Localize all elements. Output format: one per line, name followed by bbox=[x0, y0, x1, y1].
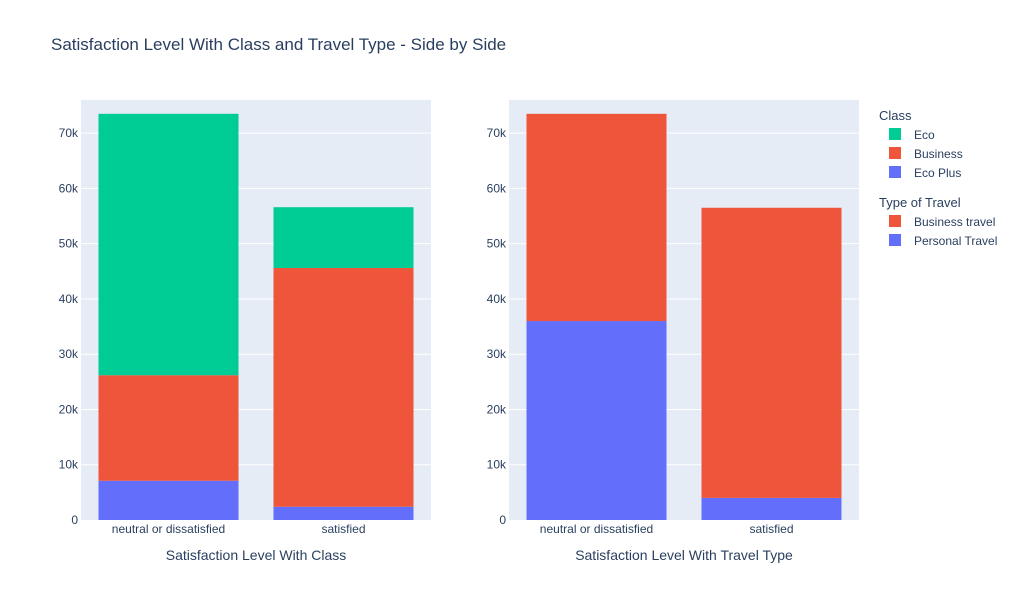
legend-label: Business bbox=[914, 147, 963, 161]
x-tick-label: neutral or dissatisfied bbox=[112, 522, 225, 536]
legend-label: Eco Plus bbox=[914, 166, 961, 180]
y-tick-label: 0 bbox=[499, 513, 506, 527]
bar-eco[interactable] bbox=[273, 207, 414, 268]
y-tick-label: 50k bbox=[487, 237, 507, 251]
y-tick-label: 70k bbox=[59, 126, 79, 140]
x-tick-label: neutral or dissatisfied bbox=[540, 522, 653, 536]
bar-business-travel[interactable] bbox=[701, 207, 842, 498]
y-tick-label: 60k bbox=[59, 181, 79, 195]
bar-business-travel[interactable] bbox=[526, 113, 667, 322]
chart-panels: 0 10k 20k 30k 40k 50k 60k 70k neutral or dissati… bbox=[59, 100, 859, 563]
legend-label: Business travel bbox=[914, 215, 995, 229]
legend-item[interactable]: Business travel bbox=[889, 215, 995, 229]
bar-business[interactable] bbox=[98, 375, 239, 481]
y-tick-label: 20k bbox=[59, 402, 79, 416]
legend-swatch bbox=[889, 234, 901, 246]
chart-panel-2: 0 10k 20k 30k 40k 50k 60k 70k neutral or dissati… bbox=[487, 100, 859, 563]
bar-personal-travel[interactable] bbox=[701, 497, 842, 520]
legend-title: Type of Travel bbox=[879, 195, 961, 210]
legend-item[interactable]: Personal Travel bbox=[889, 234, 997, 248]
y-tick-label: 10k bbox=[59, 458, 79, 472]
x-tick-label: satisfied bbox=[321, 522, 365, 536]
legend-item[interactable]: Eco bbox=[889, 128, 935, 142]
legend-item[interactable]: Business bbox=[889, 147, 963, 161]
chart-title: Satisfaction Level With Class and Travel… bbox=[51, 35, 506, 54]
x-axis-title: Satisfaction Level With Travel Type bbox=[575, 547, 793, 563]
bar-business[interactable] bbox=[273, 268, 414, 507]
chart-panel-1: 0 10k 20k 30k 40k 50k 60k 70k neutral or dissati… bbox=[59, 100, 431, 563]
legend-title: Class bbox=[879, 108, 912, 123]
y-tick-label: 40k bbox=[59, 292, 79, 306]
y-tick-label: 60k bbox=[487, 181, 507, 195]
legend-swatch bbox=[889, 128, 901, 140]
x-axis-title: Satisfaction Level With Class bbox=[166, 547, 347, 563]
y-tick-label: 20k bbox=[487, 402, 507, 416]
legend-label: Eco bbox=[914, 128, 935, 142]
legend-label: Personal Travel bbox=[914, 234, 997, 248]
y-tick-label: 0 bbox=[71, 513, 78, 527]
legend-swatch bbox=[889, 215, 901, 227]
y-tick-label: 70k bbox=[487, 126, 507, 140]
legend-swatch bbox=[889, 147, 901, 159]
y-tick-label: 50k bbox=[59, 237, 79, 251]
legend-item[interactable]: Eco Plus bbox=[889, 166, 961, 180]
legend-swatch bbox=[889, 166, 901, 178]
bar-eco[interactable] bbox=[98, 113, 239, 376]
y-tick-label: 40k bbox=[487, 292, 507, 306]
y-tick-label: 30k bbox=[59, 347, 79, 361]
bar-eco-plus[interactable] bbox=[273, 506, 414, 520]
bar-eco-plus[interactable] bbox=[98, 480, 239, 520]
y-tick-label: 30k bbox=[487, 347, 507, 361]
bar-personal-travel[interactable] bbox=[526, 321, 667, 520]
y-tick-label: 10k bbox=[487, 458, 507, 472]
x-tick-label: satisfied bbox=[749, 522, 793, 536]
